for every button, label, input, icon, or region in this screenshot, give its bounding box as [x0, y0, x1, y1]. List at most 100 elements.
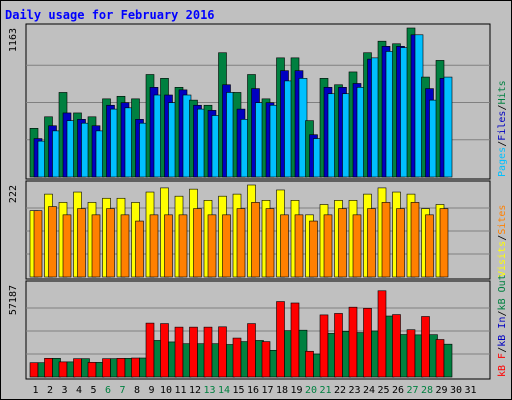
- x-tick-label-day-24: 24: [363, 385, 375, 396]
- x-tick-label-day-9: 9: [148, 385, 154, 396]
- panel-2-legend-2: /: [497, 235, 508, 241]
- x-tick-label-day-2: 2: [47, 385, 53, 396]
- bar-kb-f-day-19: [290, 302, 300, 378]
- panel-2-legend-1: Visits: [497, 241, 508, 277]
- bar-kb-f-day-16: [247, 323, 256, 378]
- panel-1-legend-4: /: [497, 104, 508, 110]
- x-tick-label-day-19: 19: [290, 385, 302, 396]
- bar-sites-day-21: [323, 214, 333, 278]
- bar-kb-f-day-27: [406, 329, 416, 378]
- x-tick-label-day-28: 28: [421, 385, 433, 396]
- bar-sites-day-17: [265, 208, 275, 278]
- bar-sites-day-24: [367, 208, 376, 278]
- x-tick-label-day-23: 23: [348, 385, 360, 396]
- x-tick-label-day-7: 7: [119, 385, 125, 396]
- panel-1-legend-3: Files: [497, 111, 508, 141]
- x-tick-label-day-30: 30: [450, 385, 462, 396]
- bar-sites-day-3: [62, 214, 72, 278]
- bar-sites-day-19: [294, 214, 304, 278]
- x-tick-label-day-22: 22: [334, 385, 346, 396]
- bar-sites-day-28: [425, 214, 434, 278]
- bar-sites-day-29: [439, 208, 449, 278]
- bar-kb-f-day-26: [392, 314, 401, 378]
- bar-pages-day-29: [443, 76, 453, 178]
- bar-kb-f-day-18: [276, 301, 285, 378]
- bar-sites-day-5: [91, 214, 101, 278]
- bar-kb-f-day-1: [29, 362, 39, 378]
- bar-sites-day-16: [251, 202, 260, 278]
- bar-sites-day-26: [396, 208, 405, 278]
- bar-sites-day-11: [178, 214, 188, 278]
- bar-sites-day-12: [193, 208, 202, 278]
- bar-sites-day-9: [149, 214, 159, 278]
- bar-sites-day-10: [164, 214, 173, 278]
- bar-kb-out-day-29: [443, 343, 453, 378]
- x-tick-label-day-8: 8: [134, 385, 140, 396]
- x-tick-label-day-14: 14: [218, 385, 230, 396]
- bar-sites-day-18: [280, 214, 289, 278]
- x-tick-label-day-4: 4: [76, 385, 82, 396]
- x-tick-label-day-12: 12: [189, 385, 201, 396]
- bar-kb-f-day-20: [305, 350, 314, 378]
- panel-3-legend-4: /: [497, 310, 508, 316]
- panel-3-legend-3: kB In: [497, 317, 508, 347]
- x-tick-label-day-25: 25: [377, 385, 389, 396]
- bar-kb-f-day-22: [334, 313, 343, 378]
- x-tick-label-day-29: 29: [435, 385, 447, 396]
- bar-sites-day-23: [352, 214, 362, 278]
- bar-kb-f-day-9: [145, 322, 155, 378]
- x-tick-label-day-6: 6: [105, 385, 111, 396]
- panel-1-legend-5: Hits: [497, 80, 508, 104]
- bar-kb-f-day-6: [102, 358, 111, 378]
- bar-sites-day-4: [77, 208, 86, 278]
- x-tick-label-day-21: 21: [319, 385, 331, 396]
- chart-title: Daily usage for February 2016: [5, 8, 215, 22]
- bar-kb-f-day-4: [73, 358, 82, 378]
- panel-1-max-label: 1163: [8, 28, 19, 52]
- x-tick-label-day-17: 17: [261, 385, 273, 396]
- bar-sites-day-13: [207, 214, 217, 278]
- panel-1-legend-1: Pages: [497, 147, 508, 177]
- bar-kb-f-day-3: [58, 361, 68, 378]
- bar-sites-day-2: [48, 206, 57, 278]
- bar-kb-f-day-28: [421, 316, 430, 378]
- x-tick-label-day-15: 15: [232, 385, 244, 396]
- bar-kb-f-day-21: [319, 314, 329, 378]
- bar-sites-day-6: [106, 208, 115, 278]
- bar-sites-day-22: [338, 208, 347, 278]
- panel-3-legend-2: /: [497, 347, 508, 353]
- panel-2-max-label: 222: [8, 185, 19, 203]
- x-tick-label-day-3: 3: [61, 385, 67, 396]
- x-tick-label-day-27: 27: [406, 385, 418, 396]
- bar-sites-day-14: [222, 214, 231, 278]
- bar-kb-f-day-14: [218, 326, 227, 378]
- bar-sites-day-25: [381, 202, 391, 278]
- bar-kb-f-day-25: [377, 290, 387, 378]
- bar-kb-f-day-24: [363, 308, 372, 378]
- panel-3-max-label: 57187: [8, 285, 19, 315]
- bar-sites-day-7: [120, 214, 130, 278]
- bar-sites-day-15: [236, 208, 246, 278]
- bar-sites-day-27: [410, 202, 420, 278]
- bar-kb-f-day-29: [435, 339, 445, 378]
- x-tick-label-day-20: 20: [305, 385, 317, 396]
- panel-2-legend-3: Sites: [497, 205, 508, 235]
- bar-kb-f-day-23: [348, 306, 358, 378]
- bar-kb-f-day-5: [87, 362, 97, 378]
- bar-kb-f-day-7: [116, 358, 126, 378]
- bar-kb-f-day-11: [174, 326, 184, 378]
- x-tick-label-day-26: 26: [392, 385, 404, 396]
- bar-sites-day-1: [33, 210, 43, 278]
- x-tick-label-day-11: 11: [174, 385, 186, 396]
- x-tick-label-day-16: 16: [247, 385, 259, 396]
- bar-kb-f-day-15: [232, 337, 242, 378]
- panel-3-legend-5: kB Out: [497, 274, 508, 310]
- x-tick-label-day-5: 5: [90, 385, 96, 396]
- bar-kb-f-day-2: [44, 358, 53, 378]
- panel-3-legend-1: kB F: [497, 353, 508, 377]
- bar-kb-f-day-8: [131, 357, 140, 378]
- x-tick-label-day-10: 10: [160, 385, 172, 396]
- x-tick-label-day-1: 1: [32, 385, 38, 396]
- bar-kb-f-day-12: [189, 326, 198, 378]
